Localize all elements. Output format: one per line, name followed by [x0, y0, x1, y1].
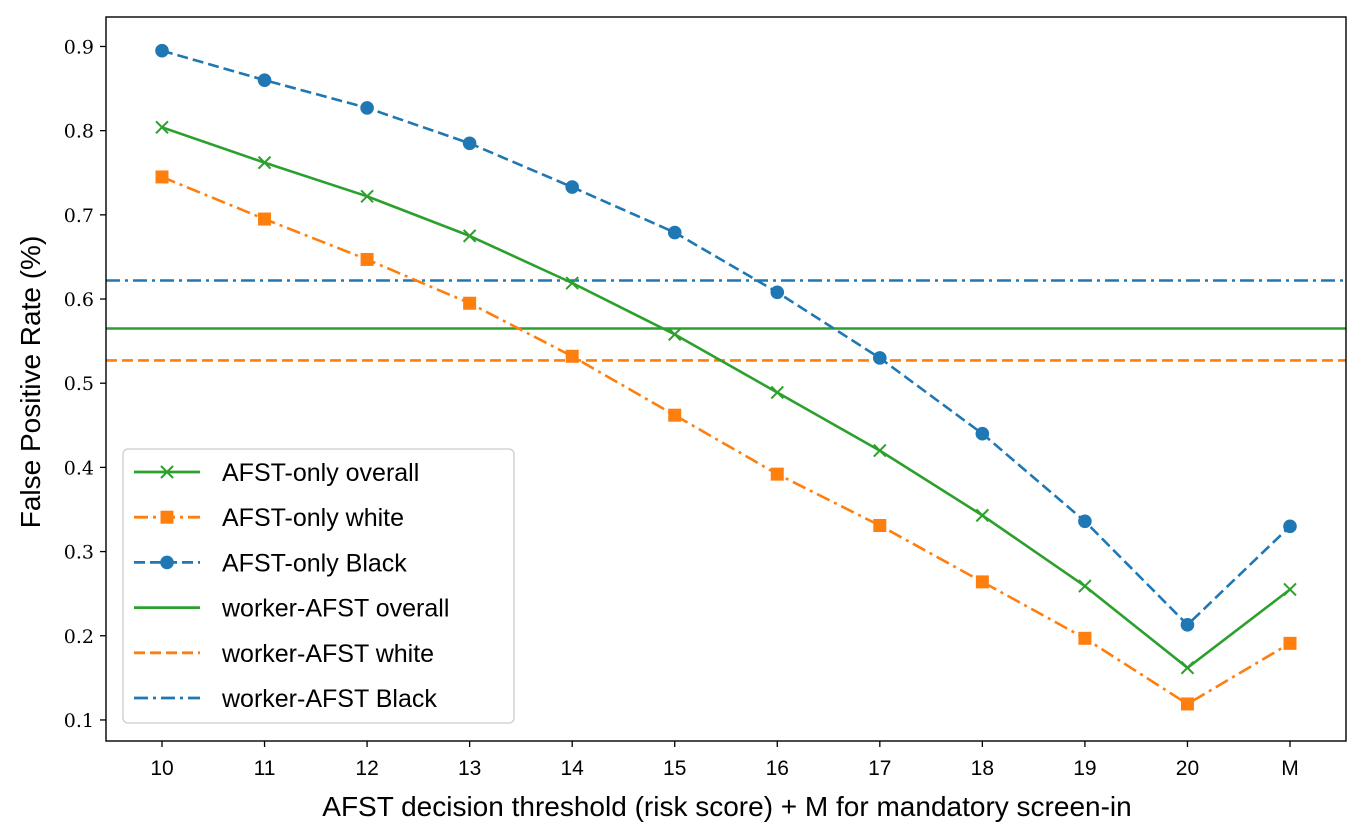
legend-marker-3 — [160, 555, 174, 570]
legend-label: worker-AFST overall — [221, 595, 449, 623]
series-2-point-6 — [668, 408, 682, 422]
x-axis-title: AFST decision threshold (risk score) + M… — [322, 791, 1131, 822]
y-tick-label: 0.7 — [64, 205, 94, 227]
legend-label: worker-AFST white — [221, 640, 434, 668]
series-2-point-7 — [770, 467, 784, 481]
series-1-point-6 — [668, 327, 682, 342]
series-1-point-11 — [1180, 661, 1195, 675]
legend-box — [122, 448, 515, 724]
series-line-1 — [161, 126, 1291, 670]
x-tick-label: 15 — [663, 757, 686, 780]
series-3-point-8 — [873, 351, 887, 365]
series-1-point-9 — [975, 508, 990, 523]
series-2-point-9 — [975, 575, 989, 589]
series-3-point-9 — [975, 426, 990, 441]
series-2-point-11 — [1180, 697, 1194, 711]
series-3-point-12 — [1283, 519, 1297, 534]
y-tick-label: 0.9 — [64, 36, 94, 58]
series-3-point-10 — [1078, 514, 1092, 529]
series-1-point-5 — [565, 276, 579, 290]
y-tick-label: 0.6 — [64, 289, 94, 311]
x-tick-label: 19 — [1073, 757, 1096, 780]
legend-label: AFST-only Black — [222, 549, 407, 577]
legend-marker-2 — [160, 510, 174, 524]
x-tick-label: 18 — [971, 757, 994, 780]
y-tick-label: 0.8 — [64, 121, 94, 143]
series-1-point-1 — [155, 120, 169, 134]
y-tick-label: 0.1 — [64, 710, 94, 732]
y-tick-label: 0.5 — [64, 373, 94, 395]
series-2-point-3 — [360, 252, 374, 266]
series-3-point-11 — [1180, 618, 1195, 632]
series-2-point-8 — [873, 518, 887, 532]
x-tick-label: 11 — [254, 757, 276, 780]
x-tick-label: 10 — [150, 757, 173, 780]
series-2-point-4 — [463, 296, 477, 310]
series-2-point-2 — [258, 212, 272, 226]
series-1-point-4 — [462, 229, 477, 243]
series-2-point-12 — [1283, 636, 1297, 650]
series-2-point-5 — [565, 349, 579, 363]
series-3-point-7 — [770, 285, 785, 300]
y-tick-label: 0.2 — [64, 626, 94, 648]
series-3-point-3 — [360, 101, 374, 115]
legend-label: worker-AFST Black — [221, 685, 437, 713]
x-tick-label: 17 — [868, 757, 891, 780]
series-2-point-10 — [1078, 631, 1092, 645]
series-1-point-3 — [360, 189, 374, 204]
y-tick-label: 0.3 — [64, 542, 94, 564]
axes-frame — [105, 16, 1347, 742]
x-tick-label: 14 — [561, 757, 585, 780]
x-tick-label: 20 — [1176, 757, 1199, 780]
series-1-point-8 — [873, 443, 887, 458]
legend-label: AFST-only white — [222, 504, 404, 532]
series-line-2 — [161, 175, 1291, 706]
y-tick-label: 0.4 — [64, 457, 94, 479]
series-3-point-4 — [462, 136, 477, 151]
series-3-point-1 — [155, 43, 169, 58]
series-2-point-1 — [155, 170, 169, 184]
x-tick-label: 16 — [766, 757, 789, 780]
series-line-3 — [161, 49, 1291, 627]
series-1-point-2 — [257, 155, 272, 170]
x-tick-label: 12 — [355, 757, 378, 780]
legend-marker-1 — [160, 465, 174, 479]
series-1-point-7 — [770, 385, 784, 400]
legend-label: AFST-only overall — [222, 459, 419, 487]
y-axis-title: False Positive Rate (%) — [15, 236, 46, 529]
series-3-point-5 — [565, 180, 579, 194]
series-3-point-6 — [667, 225, 682, 240]
series-3-point-2 — [257, 73, 272, 87]
series-1-point-12 — [1283, 582, 1297, 597]
x-tick-label: 13 — [458, 757, 481, 780]
x-tick-label: M — [1281, 757, 1299, 780]
series-1-point-10 — [1078, 579, 1092, 593]
